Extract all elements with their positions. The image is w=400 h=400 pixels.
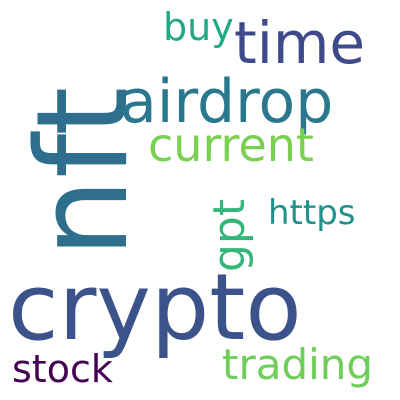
word-https: https <box>268 193 356 233</box>
word-current: current <box>148 118 314 172</box>
word-airdrop: airdrop <box>120 67 334 137</box>
word-buy: buy <box>163 5 234 49</box>
word-stock: stock <box>12 347 113 391</box>
word-time: time <box>234 9 366 77</box>
word-crypto: crypto <box>8 254 302 361</box>
word-trading: trading <box>222 340 374 389</box>
word-gpt: gpt <box>204 198 255 272</box>
